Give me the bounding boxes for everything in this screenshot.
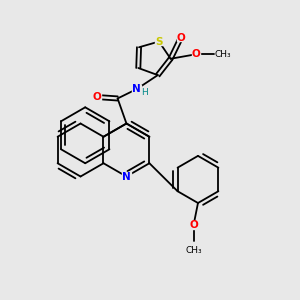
- Bar: [155, 38, 163, 45]
- Text: O: O: [92, 92, 101, 102]
- Text: O: O: [176, 32, 185, 43]
- Text: N: N: [132, 84, 141, 94]
- Text: H: H: [142, 88, 148, 97]
- Bar: [132, 85, 141, 93]
- Text: CH₃: CH₃: [215, 50, 232, 59]
- Text: O: O: [189, 220, 198, 230]
- Bar: [122, 172, 131, 181]
- Bar: [189, 221, 198, 229]
- Text: S: S: [155, 37, 163, 46]
- Bar: [92, 93, 101, 101]
- Text: O: O: [191, 49, 200, 59]
- Text: N: N: [122, 172, 131, 182]
- Bar: [191, 50, 200, 58]
- Text: CH₃: CH₃: [185, 246, 202, 255]
- Bar: [177, 34, 185, 41]
